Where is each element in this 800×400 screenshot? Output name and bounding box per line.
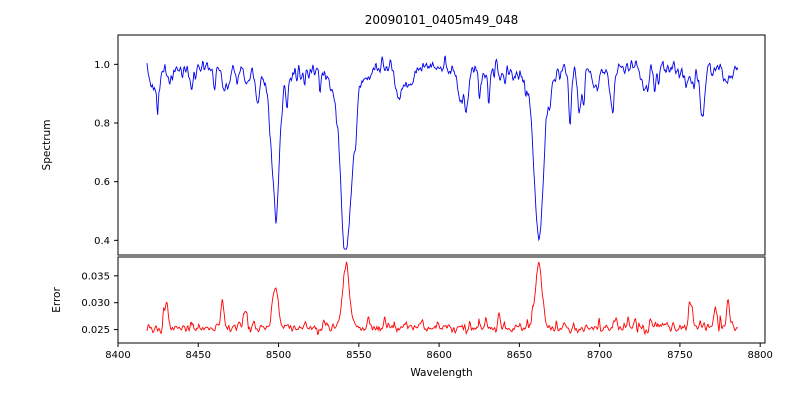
error-axes-frame	[117, 256, 766, 344]
plot-title: 20090101_0405m49_048	[364, 13, 519, 27]
x-tick-label: 8600	[426, 350, 451, 361]
x-tick-label: 8650	[507, 350, 532, 361]
x-tick-label: 8450	[186, 350, 211, 361]
spectrum-y-tick-label: 0.8	[94, 119, 110, 130]
spectrum-y-tick-label: 0.4	[94, 236, 110, 247]
x-tick-label: 8750	[667, 350, 692, 361]
spectrum-axes-frame	[117, 34, 766, 256]
x-tick-label: 8550	[346, 350, 371, 361]
error-y-tick-label: 0.035	[81, 271, 110, 282]
x-tick-label: 8800	[747, 350, 772, 361]
x-axis-label: Wavelength	[410, 367, 473, 379]
spectrum-y-tick-label: 1.0	[94, 60, 110, 71]
error-y-tick-label: 0.030	[81, 298, 110, 309]
x-tick-label: 8500	[266, 350, 291, 361]
spectrum-y-tick-label: 0.6	[94, 177, 110, 188]
x-tick-label: 8400	[105, 350, 130, 361]
spectrum-line	[146, 55, 739, 250]
error-line	[146, 261, 738, 336]
error-y-tick-label: 0.025	[81, 325, 110, 336]
x-tick-label: 8700	[587, 350, 612, 361]
